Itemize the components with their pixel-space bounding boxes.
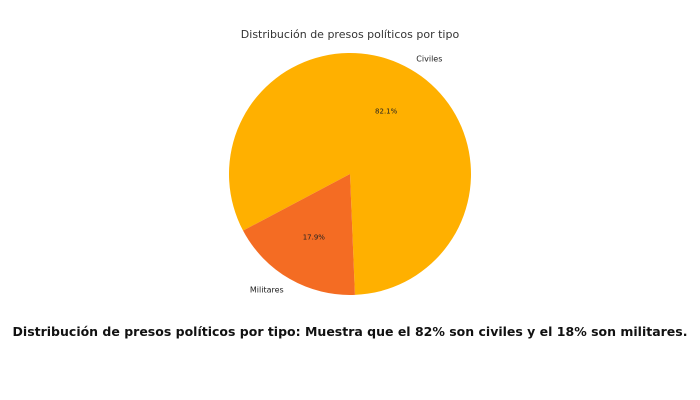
pie-chart: Distribución de presos políticos por tip…: [0, 0, 700, 320]
slice-label-civiles: Civiles: [416, 55, 442, 64]
slice-label-militares: Militares: [250, 285, 284, 294]
chart-caption: Distribución de presos políticos por tip…: [0, 324, 700, 339]
chart-title: Distribución de presos políticos por tip…: [241, 28, 460, 41]
pie-slices: [229, 53, 471, 295]
pct-label-civiles: 82.1%: [375, 108, 398, 116]
pct-label-militares: 17.9%: [303, 233, 326, 241]
